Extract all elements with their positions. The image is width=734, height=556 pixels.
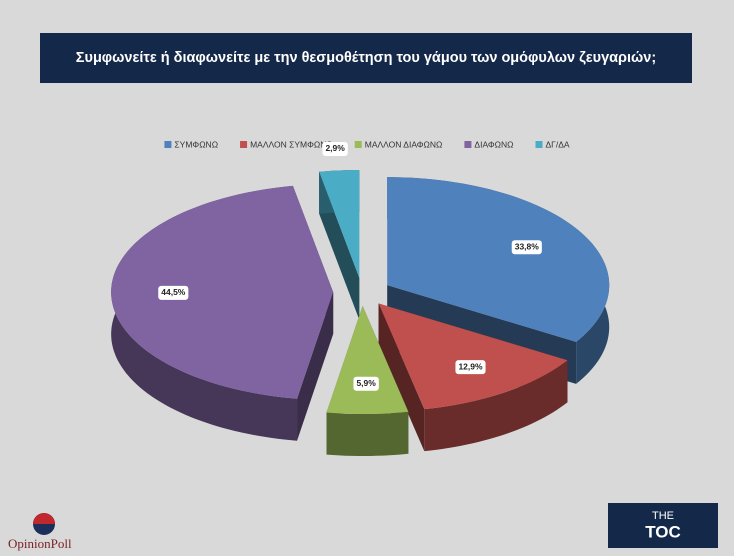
legend: ΣΥΜΦΩΝΩ ΜΑΛΛΟΝ ΣΥΜΦΩΝΩ ΜΑΛΛΟΝ ΔΙΑΦΩΝΩ ΔΙΑΦΩ… — [164, 139, 570, 149]
legend-swatch — [464, 141, 472, 148]
data-label-box — [455, 360, 486, 375]
slice — [326, 306, 409, 415]
legend-label: ΔΙΑΦΩΝΩ — [474, 139, 513, 149]
title-box — [40, 33, 692, 83]
data-label: 5,9% — [356, 378, 376, 388]
data-label: 33,8% — [515, 242, 540, 252]
data-label-box — [511, 240, 542, 255]
slice-side — [297, 292, 334, 441]
opinionpoll-logo: OpinionPoll — [8, 513, 72, 551]
brand-right-main: TOC — [645, 522, 681, 541]
legend-swatch — [354, 141, 362, 148]
slice — [387, 177, 610, 342]
legend-swatch — [535, 141, 543, 148]
data-label-box — [322, 141, 348, 156]
data-labels: 33,8% 12,9% 5,9% 44,5% 2,9% — [158, 141, 542, 391]
legend-swatch — [164, 141, 172, 148]
slice — [111, 185, 334, 399]
toc-logo: THE TOC — [608, 503, 718, 548]
slice-side — [378, 303, 425, 452]
pie — [111, 170, 610, 457]
chart-title: Συμφωνείτε ή διαφωνείτε με την θεσμοθέτη… — [76, 50, 656, 66]
logo-half — [33, 513, 55, 524]
legend-label: ΜΑΛΛΟΝ ΣΥΜΦΩΝΩ — [250, 139, 333, 149]
legend-label: ΔΓ/ΔΑ — [546, 139, 570, 149]
brand-right-top: THE — [652, 510, 674, 522]
slice-wall — [424, 360, 568, 452]
data-label-box — [158, 285, 189, 300]
legend-label: ΣΥΜΦΩΝΩ — [174, 139, 218, 149]
slice-wall — [326, 411, 409, 457]
legend-swatch — [240, 141, 248, 148]
data-label-box — [353, 376, 379, 391]
toc-box — [608, 503, 718, 548]
legend-label: ΜΑΛΛΟΝ ΔΙΑΦΩΝΩ — [365, 139, 443, 149]
data-label: 2,9% — [325, 143, 345, 153]
slice — [319, 170, 360, 279]
data-label: 12,9% — [458, 361, 483, 371]
data-label: 44,5% — [161, 287, 186, 297]
brand-left: OpinionPoll — [8, 536, 72, 551]
slice — [378, 303, 568, 410]
